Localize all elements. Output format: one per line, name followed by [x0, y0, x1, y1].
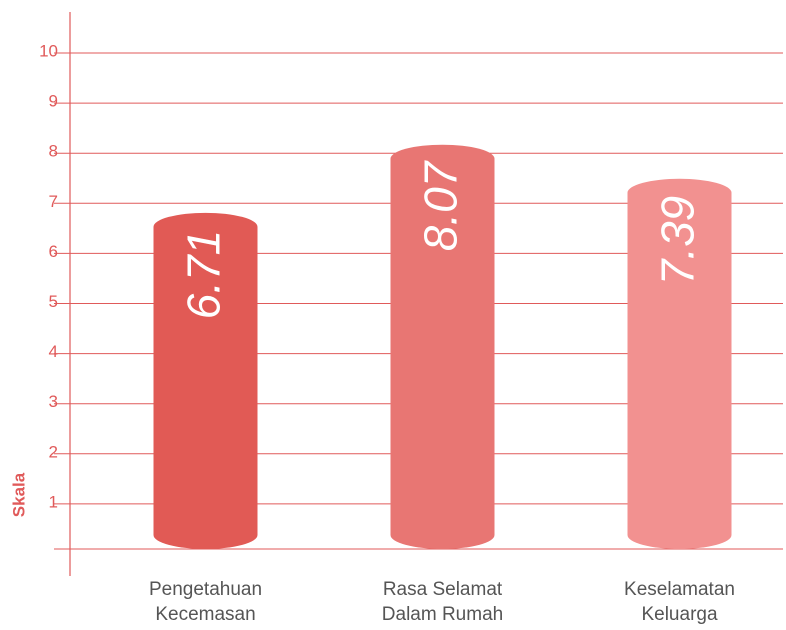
y-tick-label: 2 [49, 442, 58, 461]
value-label: 6.71 [178, 230, 230, 320]
x-tick-label: Pengetahuan [149, 579, 262, 600]
y-tick-label: 5 [49, 292, 58, 311]
y-tick-label: 1 [49, 492, 58, 511]
y-tick-label: 9 [49, 92, 58, 111]
x-tick-label: Rasa Selamat [383, 579, 503, 600]
y-tick-label: 8 [49, 142, 58, 161]
y-tick-label: 4 [49, 342, 58, 361]
value-label: 8.07 [415, 160, 467, 251]
x-tick-label: Dalam Rumah [382, 604, 503, 625]
y-tick-label: 7 [49, 192, 58, 211]
x-tick-label: Keselamatan [624, 579, 735, 600]
x-tick-label: Kecemasan [155, 604, 255, 625]
value-label: 7.39 [652, 196, 704, 286]
y-axis-label: Skala [9, 472, 28, 517]
bar [390, 144, 495, 549]
y-tick-label: 6 [49, 242, 58, 261]
bar [627, 178, 732, 550]
y-tick-label: 3 [49, 392, 58, 411]
y-tick-label: 10 [39, 41, 58, 60]
x-tick-label: Keluarga [641, 604, 717, 625]
bar [153, 212, 258, 550]
